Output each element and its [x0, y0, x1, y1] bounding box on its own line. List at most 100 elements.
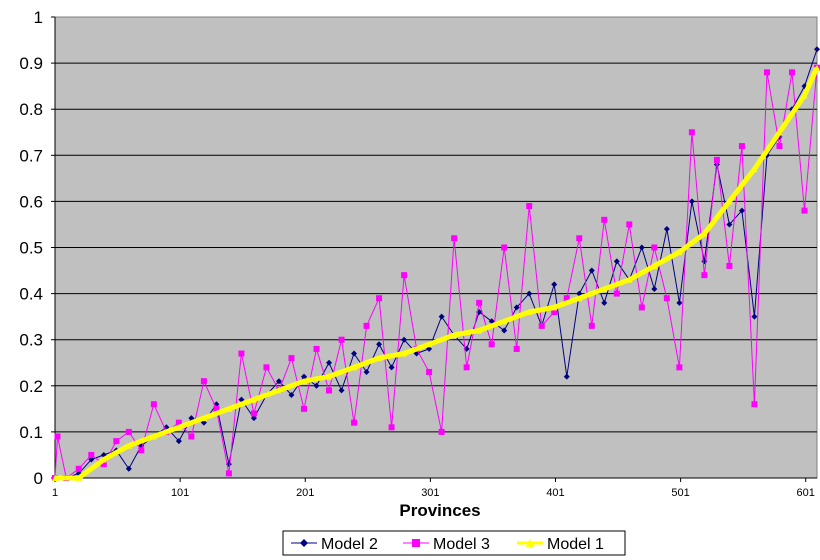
data-point [376, 341, 383, 348]
data-point [726, 198, 733, 205]
data-point [613, 258, 620, 265]
data-point [275, 387, 282, 394]
data-point [150, 401, 157, 408]
y-tick-label: 0.5 [19, 239, 43, 258]
data-point [776, 143, 783, 150]
x-axis-ticks: 1 101 201 301 401 501 601 [52, 477, 817, 499]
data-point [200, 378, 207, 385]
data-point [88, 456, 95, 463]
data-point [713, 156, 720, 163]
y-tick-label: 0.6 [19, 192, 43, 211]
series-line [55, 49, 818, 479]
data-point [213, 405, 220, 412]
data-point [250, 415, 257, 422]
y-tick-label: 1 [34, 8, 43, 27]
data-point [688, 198, 695, 205]
data-point [326, 359, 333, 366]
data-point [150, 433, 157, 440]
data-point [388, 364, 395, 371]
legend-marker [412, 539, 420, 547]
data-point [225, 470, 232, 477]
legend-item: Model 3 [403, 536, 490, 553]
data-point [175, 419, 182, 426]
data-point [676, 364, 683, 371]
data-point [788, 69, 795, 76]
data-point [138, 447, 145, 454]
data-point [100, 456, 107, 463]
data-point [676, 299, 683, 306]
data-point [763, 69, 770, 76]
data-point [326, 373, 333, 380]
data-point [238, 350, 245, 357]
series-line [55, 66, 820, 481]
y-axis-ticks: 0 0.1 0.2 0.3 0.4 0.5 0.6 0.7 0.8 0.9 1 [19, 8, 56, 488]
data-point [601, 299, 608, 306]
x-tick-label: 1 [52, 487, 58, 499]
data-point [313, 382, 320, 389]
data-point [75, 465, 82, 472]
data-point [250, 410, 257, 417]
data-point [250, 396, 257, 403]
data-point [701, 230, 708, 237]
data-point [576, 295, 583, 302]
data-point [526, 203, 533, 210]
data-point [601, 216, 608, 223]
legend: Model 2 Model 3 Model 1 [282, 530, 626, 556]
data-point [300, 373, 307, 380]
data-point [200, 415, 207, 422]
legend-marker [526, 539, 534, 547]
data-point [651, 262, 658, 269]
data-point [626, 276, 633, 283]
data-point [814, 64, 820, 71]
series-model-1 [52, 64, 820, 481]
data-point [601, 285, 608, 292]
data-point [563, 295, 570, 302]
data-point [538, 322, 545, 329]
x-tick-label: 301 [421, 487, 439, 499]
data-point [401, 272, 408, 279]
data-point [388, 424, 395, 431]
x-tick-label: 101 [171, 487, 189, 499]
data-point [363, 322, 370, 329]
data-point [501, 244, 508, 251]
data-point [188, 433, 195, 440]
data-point [551, 309, 558, 316]
data-point [563, 373, 570, 380]
data-point [688, 129, 695, 136]
data-point [651, 244, 658, 251]
data-point [300, 378, 307, 385]
data-point [263, 364, 270, 371]
data-point [288, 392, 295, 399]
y-tick-label: 0.3 [19, 331, 43, 350]
data-point [588, 322, 595, 329]
data-point [326, 387, 333, 394]
data-point [88, 451, 95, 458]
data-point [551, 304, 558, 311]
legend-box [282, 530, 626, 556]
data-point [376, 295, 383, 302]
data-point [125, 442, 132, 449]
data-point [588, 267, 595, 274]
legend-label: Model 1 [547, 536, 604, 553]
data-point [613, 290, 620, 297]
legend-item: Model 1 [517, 536, 604, 553]
series-layer [52, 46, 820, 481]
data-point [338, 336, 345, 343]
x-tick-label: 201 [296, 487, 314, 499]
data-point [113, 438, 120, 445]
data-point [438, 428, 445, 435]
data-point [351, 364, 358, 371]
data-point [125, 465, 132, 472]
legend-label: Model 3 [433, 536, 490, 553]
data-point [351, 419, 358, 426]
data-point [438, 313, 445, 320]
legend-label: Model 2 [321, 536, 378, 553]
data-point [738, 143, 745, 150]
data-point [738, 207, 745, 214]
data-point [801, 92, 808, 99]
data-point [488, 341, 495, 348]
data-point [751, 401, 758, 408]
data-point [776, 129, 783, 136]
y-tick-label: 0.4 [19, 285, 43, 304]
data-point [663, 226, 670, 233]
